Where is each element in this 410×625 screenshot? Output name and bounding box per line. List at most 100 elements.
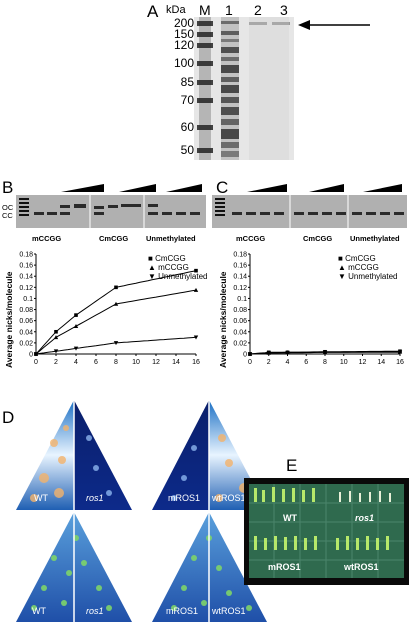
chart-c-xtick-label: 4 [286,359,290,366]
chart-c-point-triangle-down [285,351,290,356]
chart-b-xtick-label: 8 [114,359,118,366]
chart-b-point-triangle [193,287,199,292]
plant-label-mros1-bottom: mROS1 [166,606,199,616]
plant-label-ros1-bottom: ros1 [86,606,104,616]
chart-c-xtick-label: 16 [396,359,404,366]
chart-c-xtick-label: 12 [359,359,367,366]
marker-120: 120 [173,38,194,52]
gel-group-c-cmcgg: CmCGG [303,234,333,243]
marker-60: 60 [180,120,194,134]
plate-image [244,478,409,585]
legend-c-item-1: ■ CmCGG [338,254,376,263]
kda-label: kDa [166,4,186,16]
gel-group-mccgg: mCCGG [32,234,62,243]
panel-c-gel [212,184,407,228]
protein-gel-image [194,17,370,160]
legend-b-item-1: ■ CmCGG [148,254,186,263]
chart-b-ytick-label: 0.12 [19,285,33,292]
plant-label-mros1: mROS1 [168,493,201,503]
plant-label-wtros1: wtROS1 [212,493,246,503]
legend-c-item-2: ▲ mCCGG [338,263,379,272]
chart-c-xtick-label: 2 [267,359,271,366]
legend-b-item-2: ▲ mCCGG [148,263,189,272]
panel-b-gel [16,184,206,228]
chart-b-ytick-label: 0.1 [23,296,33,303]
chart-b-xtick-label: 14 [172,359,180,366]
chart-b-ytick-label: 0.18 [19,252,33,259]
chart-c-xtick-label: 14 [377,359,385,366]
chart-b-point-triangle-down [33,352,39,357]
chart-b-point-triangle [113,301,119,306]
panel-c-label: C [216,178,229,197]
chart-b-point-triangle-down [193,335,199,340]
chart-c-ytick-label: 0.06 [233,318,247,325]
marker-70: 70 [180,93,194,107]
plate-label-wt: WT [283,513,297,523]
chart-b-ytick-label: 0.06 [19,318,33,325]
chart-b: 0 0.02 0.04 0.06 0.08 0.1 0.12 0.14 0.16 0.18 0 2 4 6… [19,252,200,367]
chart-c-xtick-label: 6 [304,359,308,366]
plant-label-wtros1-bottom: wtROS1 [212,606,246,616]
plate-label-ros1: ros1 [355,513,375,523]
chart-b-ytick-label: 0 [29,352,33,359]
lane-label-m: M [199,2,211,18]
marker-50: 50 [180,143,194,157]
plant-label-ros1: ros1 [86,493,104,503]
marker-150: 150 [173,27,194,41]
chart-b-series-line-3 [35,336,197,355]
chart-b-ytick-label: 0.08 [19,307,33,314]
chart-c-point-triangle-down [322,350,328,355]
chart-b-ytick-label: 0.14 [19,274,33,281]
chart-b-point-triangle [53,335,59,340]
plate-label-wtros1: wtROS1 [344,562,379,572]
chart-c-xtick-label: 8 [323,359,327,366]
chart-b-xtick-label: 12 [152,359,160,366]
chart-c-ytick-label: 0.08 [233,307,247,314]
chart-b-point-square [194,268,198,273]
panel-a-label: A [147,2,159,21]
gel-group-c-unmethylated: Unmethylated [350,234,400,243]
chart-b-point-square [54,329,58,334]
chart-c-ytick-label: 0.1 [237,296,247,303]
legend-c-item-3: ▼ Unmethylated [338,272,398,281]
chart-c-ylabel: Average nicks/molecule [218,271,228,368]
plant-label-wt-bottom: WT [32,606,46,616]
marker-200: 200 [173,16,194,30]
chart-c-point-triangle-down [247,352,253,357]
chart-b-point-triangle-down [73,346,79,351]
chart-c-ytick-label: 0.16 [233,263,247,270]
chart-b-ytick-label: 0.16 [19,263,33,270]
chart-c-ytick-label: 0.18 [233,252,247,259]
panel-b-label: B [2,178,14,197]
chart-b-xtick-label: 4 [74,359,78,366]
chart-b-xtick-label: 16 [192,359,200,366]
panel-e-label: E [286,456,298,475]
chart-c-xtick-label: 10 [340,359,348,366]
gel-group-unmethylated: Unmethylated [146,234,196,243]
chart-c-point-triangle-down [397,350,403,355]
legend-c: ■ CmCGG ▲ mCCGG ▼ Unmethylated [338,254,398,281]
chart-b-xtick-label: 10 [132,359,140,366]
marker-85: 85 [180,75,194,89]
chart-b-point-triangle-down [113,341,119,346]
lane-label-3: 3 [280,2,288,18]
chart-b-point-triangle-down [53,349,59,354]
chart-b-xtick-label: 0 [34,359,38,366]
chart-b-xtick-label: 6 [94,359,98,366]
marker-100: 100 [173,56,194,70]
plate-label-mros1: mROS1 [268,562,301,572]
plant-images [16,400,267,622]
chart-c: 0 0.02 0.04 0.06 0.08 0.1 0.12 0.14 0.16 0.18 0 2 4 6… [233,252,404,367]
panel-d-label: D [2,408,15,427]
legend-b-item-3: ▼ Unmethylated [148,272,208,281]
gel-label-oc: OC [2,203,14,212]
chart-b-point-square [114,285,118,290]
gel-group-cmcgg: CmCGG [99,234,129,243]
chart-c-ytick-label: 0.14 [233,274,247,281]
legend-b: ■ CmCGG ▲ mCCGG ▼ Unmethylated [148,254,208,281]
chart-b-ylabel: Average nicks/molecule [4,271,14,368]
chart-c-point-triangle-down [266,351,271,356]
chart-b-ytick-label: 0.04 [19,329,33,336]
chart-c-xtick-label: 0 [248,359,252,366]
chart-c-ytick-label: 0 [243,352,247,359]
